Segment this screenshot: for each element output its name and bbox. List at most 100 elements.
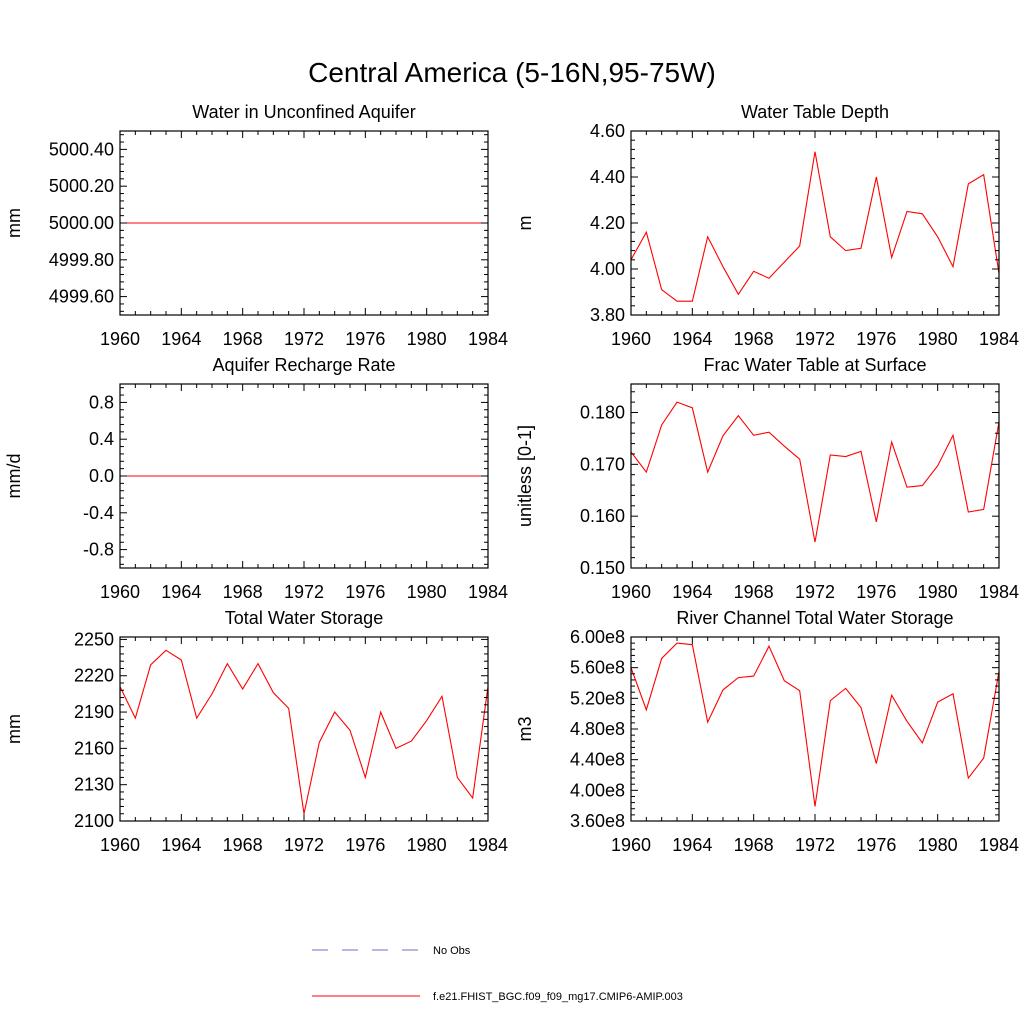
legend-item: f.e21.FHIST_BGC.f09_f09_mg17.CMIP6-AMIP.… bbox=[312, 991, 683, 1003]
series-line bbox=[631, 151, 999, 302]
x-tick-label: 1980 bbox=[407, 329, 447, 349]
y-tick-label: 4.00e8 bbox=[570, 780, 625, 800]
y-tick-label: 0.170 bbox=[580, 454, 625, 474]
panel-title: Aquifer Recharge Rate bbox=[212, 355, 395, 375]
x-tick-label: 1976 bbox=[345, 835, 385, 855]
panel-title: Total Water Storage bbox=[225, 608, 383, 628]
series-line bbox=[631, 401, 999, 543]
x-tick-label: 1960 bbox=[611, 582, 651, 602]
x-tick-label: 1972 bbox=[795, 329, 835, 349]
x-tick-label: 1976 bbox=[856, 329, 896, 349]
x-tick-label: 1960 bbox=[100, 329, 140, 349]
x-tick-label: 1984 bbox=[979, 329, 1019, 349]
x-tick-label: 1968 bbox=[734, 582, 774, 602]
x-tick-label: 1976 bbox=[856, 835, 896, 855]
y-tick-label: 5.20e8 bbox=[570, 688, 625, 708]
y-tick-label: 2250 bbox=[74, 629, 114, 649]
y-tick-label: 2220 bbox=[74, 666, 114, 686]
y-tick-label: 2190 bbox=[74, 702, 114, 722]
y-tick-label: 0.150 bbox=[580, 558, 625, 578]
x-tick-label: 1960 bbox=[611, 835, 651, 855]
x-tick-label: 1976 bbox=[345, 329, 385, 349]
y-tick-label: 4999.80 bbox=[49, 250, 114, 270]
x-tick-label: 1980 bbox=[918, 582, 958, 602]
y-tick-label: 5.60e8 bbox=[570, 658, 625, 678]
y-axis-label: mm bbox=[4, 208, 24, 238]
x-tick-label: 1980 bbox=[407, 582, 447, 602]
x-tick-label: 1980 bbox=[407, 835, 447, 855]
x-tick-label: 1968 bbox=[223, 582, 263, 602]
y-tick-label: 0.0 bbox=[89, 466, 114, 486]
x-tick-label: 1976 bbox=[856, 582, 896, 602]
y-axis-label: mm/d bbox=[4, 454, 24, 499]
panel-title: River Channel Total Water Storage bbox=[676, 608, 953, 628]
x-tick-label: 1968 bbox=[734, 329, 774, 349]
x-tick-label: 1972 bbox=[284, 835, 324, 855]
y-tick-label: 4.40e8 bbox=[570, 750, 625, 770]
y-tick-label: 4.20 bbox=[590, 213, 625, 233]
y-tick-label: 5000.40 bbox=[49, 139, 114, 159]
series-line bbox=[631, 642, 999, 807]
y-axis-label: m bbox=[515, 216, 535, 231]
y-tick-label: -0.8 bbox=[83, 540, 114, 560]
y-tick-label: 4.00 bbox=[590, 259, 625, 279]
y-axis-label: m3 bbox=[515, 716, 535, 741]
y-tick-label: 5000.20 bbox=[49, 176, 114, 196]
x-tick-label: 1984 bbox=[468, 835, 508, 855]
legend-label: No Obs bbox=[433, 945, 471, 957]
x-tick-label: 1984 bbox=[468, 582, 508, 602]
x-tick-label: 1968 bbox=[223, 329, 263, 349]
x-tick-label: 1960 bbox=[100, 582, 140, 602]
y-tick-label: 2130 bbox=[74, 775, 114, 795]
figure-title: Central America (5-16N,95-75W) bbox=[308, 57, 716, 88]
chart-panel: Frac Water Table at Surface unitless [0-1… bbox=[515, 355, 1019, 602]
y-tick-label: 4999.60 bbox=[49, 287, 114, 307]
y-tick-label: 4.40 bbox=[590, 167, 625, 187]
x-tick-label: 1984 bbox=[979, 835, 1019, 855]
chart-panel: River Channel Total Water Storage m3 1960 1… bbox=[515, 608, 1019, 855]
y-tick-label: 0.180 bbox=[580, 403, 625, 423]
y-tick-label: 0.4 bbox=[89, 429, 114, 449]
panel-title: Frac Water Table at Surface bbox=[703, 355, 926, 375]
x-tick-label: 1964 bbox=[672, 582, 712, 602]
x-tick-label: 1964 bbox=[672, 329, 712, 349]
y-tick-label: 6.00e8 bbox=[570, 627, 625, 647]
x-tick-label: 1972 bbox=[284, 582, 324, 602]
x-tick-label: 1968 bbox=[734, 835, 774, 855]
chart-panel: Water Table Depth m 1960 1964 1968 1972 1976 19… bbox=[515, 102, 1019, 349]
y-tick-label: 3.80 bbox=[590, 305, 625, 325]
panel-title: Water in Unconfined Aquifer bbox=[192, 102, 415, 122]
y-tick-label: 4.60 bbox=[590, 121, 625, 141]
legend-item: No Obs bbox=[312, 945, 471, 957]
chart-panel: Aquifer Recharge Rate mm/d 1960 1964 1968 197… bbox=[4, 355, 508, 602]
y-axis-label: unitless [0-1] bbox=[515, 425, 535, 527]
y-axis-label: mm bbox=[4, 714, 24, 744]
x-tick-label: 1964 bbox=[161, 835, 201, 855]
panels: Water in Unconfined Aquifer mm 1960 1964 196… bbox=[4, 102, 1019, 855]
y-tick-label: 3.60e8 bbox=[570, 811, 625, 831]
x-tick-label: 1972 bbox=[795, 835, 835, 855]
y-tick-label: 2160 bbox=[74, 738, 114, 758]
x-tick-label: 1960 bbox=[100, 835, 140, 855]
x-tick-label: 1968 bbox=[223, 835, 263, 855]
x-tick-label: 1976 bbox=[345, 582, 385, 602]
x-tick-label: 1960 bbox=[611, 329, 651, 349]
y-tick-label: 0.160 bbox=[580, 506, 625, 526]
y-tick-label: 5000.00 bbox=[49, 213, 114, 233]
x-tick-label: 1972 bbox=[795, 582, 835, 602]
x-tick-label: 1964 bbox=[161, 582, 201, 602]
x-tick-label: 1964 bbox=[672, 835, 712, 855]
chart-panel: Water in Unconfined Aquifer mm 1960 1964 196… bbox=[4, 102, 508, 349]
y-tick-label: 2100 bbox=[74, 811, 114, 831]
x-tick-label: 1972 bbox=[284, 329, 324, 349]
x-tick-label: 1964 bbox=[161, 329, 201, 349]
x-tick-label: 1980 bbox=[918, 835, 958, 855]
x-tick-label: 1984 bbox=[468, 329, 508, 349]
y-tick-label: -0.4 bbox=[83, 503, 114, 523]
legend: No Obs f.e21.FHIST_BGC.f09_f09_mg17.CMIP6… bbox=[312, 945, 683, 1003]
y-tick-label: 0.8 bbox=[89, 392, 114, 412]
series-line bbox=[120, 649, 488, 814]
panel-title: Water Table Depth bbox=[741, 102, 889, 122]
